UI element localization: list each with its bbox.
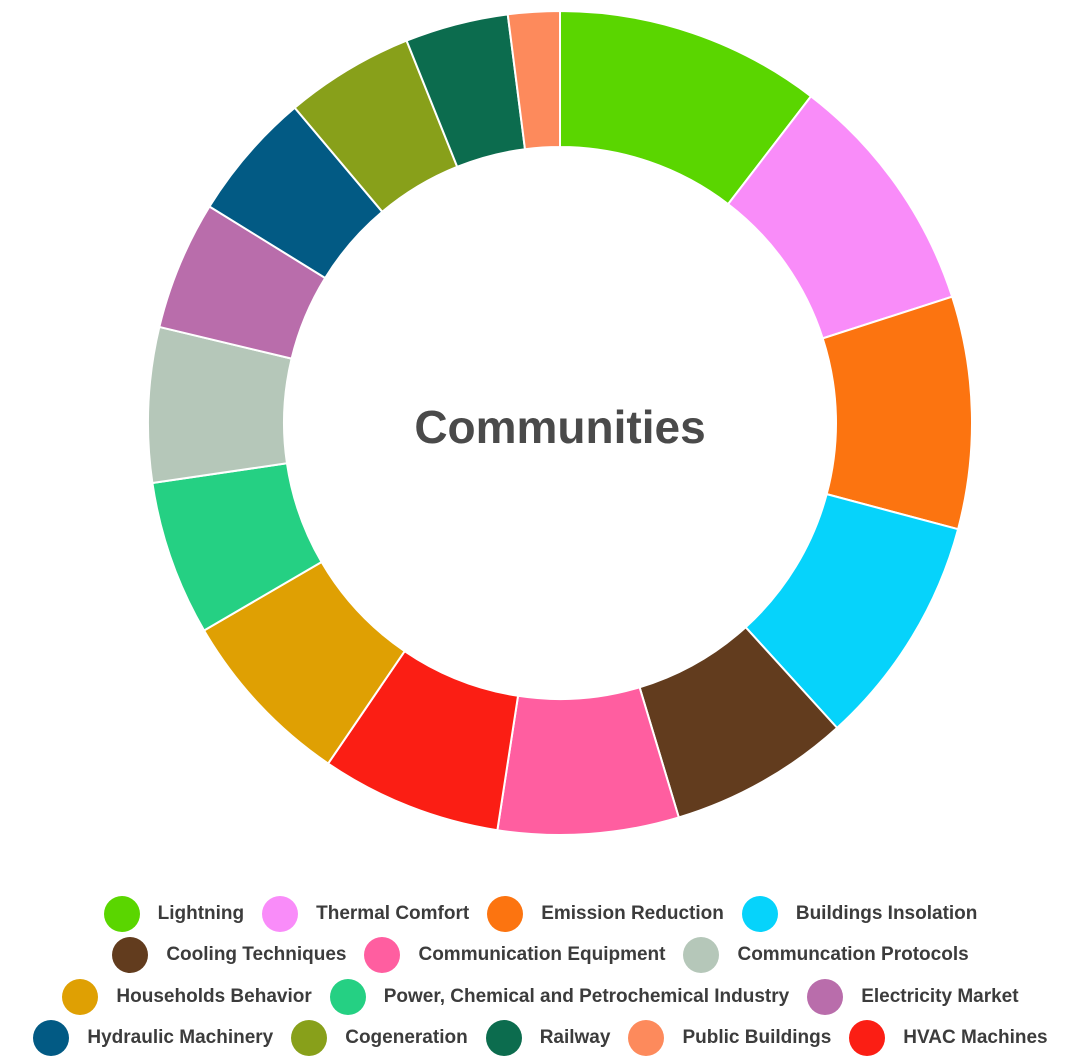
legend-swatch (683, 937, 720, 973)
legend-label: Public Buildings (682, 1027, 832, 1048)
legend-item[interactable]: Railway (485, 1020, 611, 1056)
legend-row: Cooling Techniques Communication Equipmen… (0, 935, 1081, 975)
legend-swatch (807, 979, 844, 1015)
legend-label: HVAC Machines (903, 1027, 1048, 1048)
legend-label: Cogeneration (345, 1027, 468, 1048)
legend-label: Households Behavior (116, 986, 312, 1007)
legend-item[interactable]: Cogeneration (291, 1020, 468, 1056)
legend-swatch (741, 896, 778, 932)
legend-item[interactable]: Lightning (103, 896, 245, 932)
legend-swatch (849, 1020, 886, 1056)
legend-item[interactable]: Cooling Techniques (112, 937, 346, 973)
legend-row: Households Behavior Power, Chemical and P… (0, 977, 1081, 1017)
legend-label: Cooling Techniques (166, 944, 347, 965)
legend-swatch (62, 979, 99, 1015)
legend-swatch (112, 937, 149, 973)
legend-item[interactable]: Hydraulic Machinery (33, 1020, 273, 1056)
legend-item[interactable]: Power, Chemical and Petrochemical Indust… (329, 979, 790, 1015)
legend-swatch (329, 979, 366, 1015)
legend-label: Lightning (157, 903, 245, 924)
legend-label: Hydraulic Machinery (87, 1027, 274, 1048)
legend-item[interactable]: Households Behavior (62, 979, 312, 1015)
slice-public-buildings (506, 9, 561, 151)
legend-item[interactable]: Electricity Market (807, 979, 1019, 1015)
legend-swatch (364, 937, 401, 973)
legend-swatch (262, 896, 299, 932)
chart-title: Communities (414, 401, 705, 453)
legend-label: Electricity Market (861, 986, 1019, 1007)
legend-swatch (33, 1020, 70, 1056)
donut-chart: Communities (147, 9, 973, 836)
legend-row: Hydraulic Machinery Cogeneration Railway Pu… (0, 1018, 1081, 1058)
legend-label: Buildings Insolation (795, 903, 978, 924)
legend-label: Communication Equipment (418, 944, 666, 965)
legend-item[interactable]: Emission Reduction (487, 896, 724, 932)
legend-item[interactable]: Public Buildings (628, 1020, 831, 1056)
slice-emission-reduction (821, 295, 973, 531)
legend-item[interactable]: HVAC Machines (849, 1020, 1048, 1056)
legend-item[interactable]: Buildings Insolation (741, 896, 978, 932)
legend-item[interactable]: Communication Equipment (364, 937, 665, 973)
legend-label: Thermal Comfort (316, 903, 470, 924)
legend-label: Power, Chemical and Petrochemical Indust… (383, 986, 790, 1007)
legend-swatch (487, 896, 524, 932)
legend-label: Communcation Protocols (737, 944, 969, 965)
legend-label: Emission Reduction (541, 903, 724, 924)
legend-row: Lightning Thermal Comfort Emission Reducti… (0, 894, 1081, 934)
legend-swatch (628, 1020, 665, 1056)
donut-slices (147, 9, 973, 836)
legend-swatch (291, 1020, 328, 1056)
legend-swatch (103, 896, 140, 932)
legend-item[interactable]: Thermal Comfort (262, 896, 469, 932)
legend-swatch (485, 1020, 522, 1056)
legend-item[interactable]: Communcation Protocols (683, 937, 969, 973)
legend-label: Railway (539, 1027, 611, 1048)
